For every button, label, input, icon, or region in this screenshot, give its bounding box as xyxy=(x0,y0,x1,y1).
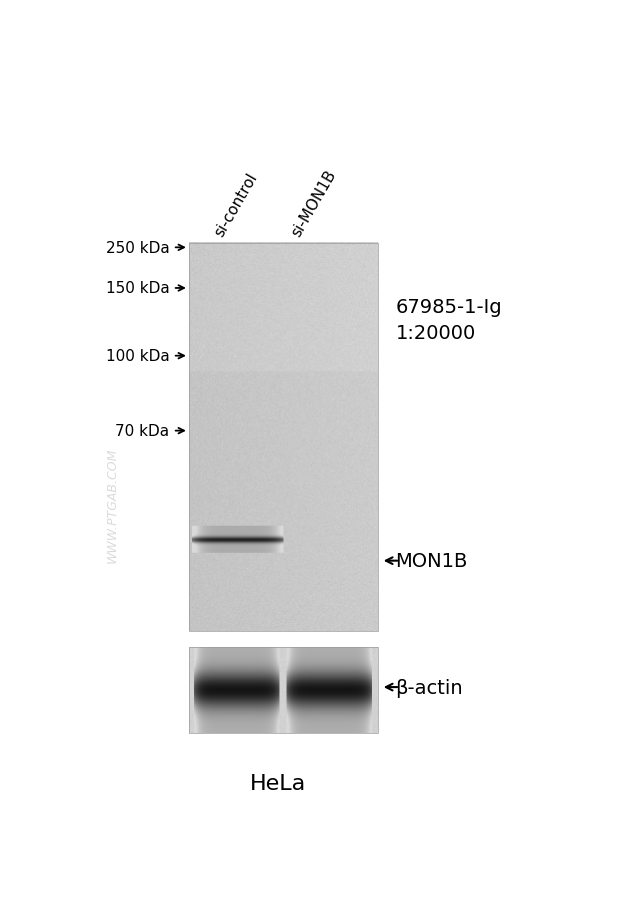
Text: si-control: si-control xyxy=(212,170,260,239)
Bar xyxy=(189,244,378,631)
Text: 67985-1-Ig
1:20000: 67985-1-Ig 1:20000 xyxy=(396,298,502,343)
Text: 150 kDa: 150 kDa xyxy=(106,281,170,296)
Text: HeLa: HeLa xyxy=(250,773,307,793)
Text: 250 kDa: 250 kDa xyxy=(106,241,170,255)
Text: WWW.PTGAB.COM: WWW.PTGAB.COM xyxy=(106,447,118,563)
Text: 70 kDa: 70 kDa xyxy=(115,424,170,438)
Text: 100 kDa: 100 kDa xyxy=(106,349,170,364)
Text: si-MON1B: si-MON1B xyxy=(289,167,339,239)
Bar xyxy=(189,648,378,733)
Text: MON1B: MON1B xyxy=(396,551,468,571)
Text: β-actin: β-actin xyxy=(396,677,463,697)
